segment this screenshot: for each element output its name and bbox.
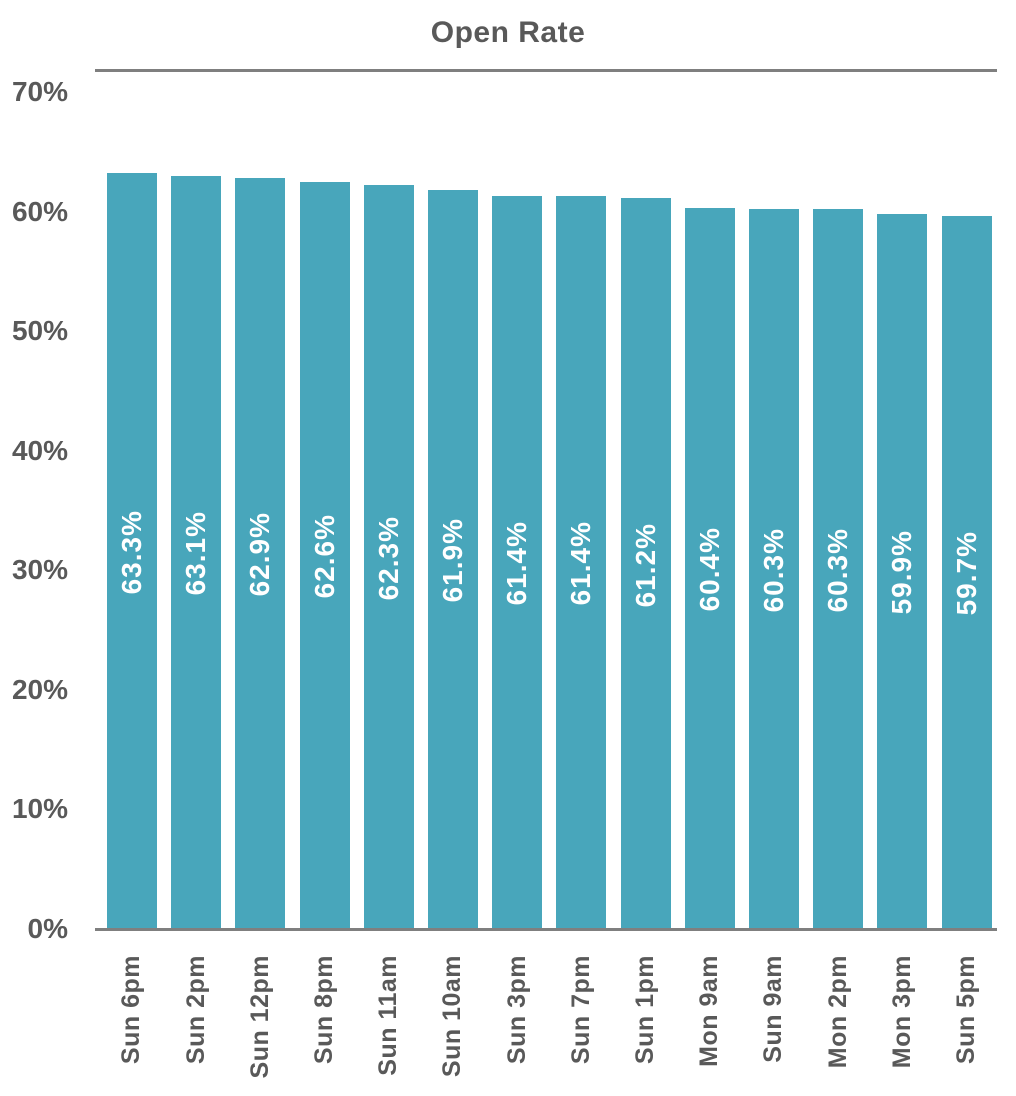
- bar-value-label: 61.2%: [629, 522, 661, 607]
- x-tick-label: Sun 3pm: [502, 955, 531, 1065]
- bar-value-label: 61.9%: [437, 518, 468, 603]
- x-axis-line: [95, 928, 997, 931]
- bar: 60.3%: [813, 209, 864, 931]
- x-tick-label: Sun 10am: [438, 955, 467, 1078]
- bar-value-label: 62.6%: [308, 514, 340, 599]
- y-tick-label: 10%: [11, 793, 68, 824]
- bar: 61.4%: [492, 196, 543, 931]
- x-tick-label: Sun 12pm: [245, 955, 274, 1079]
- bar-value-label: 60.3%: [822, 527, 854, 613]
- x-tick-label: Sun 5pm: [952, 955, 981, 1065]
- bar: 61.9%: [428, 190, 478, 931]
- x-tick-label: Mon 2pm: [823, 955, 852, 1069]
- x-tick-label: Sun 9am: [759, 955, 788, 1063]
- bar-value-label: 61.4%: [501, 521, 533, 606]
- bar: 63.1%: [171, 175, 222, 931]
- bar-value-label: 61.4%: [565, 521, 597, 606]
- y-tick-label: 0%: [27, 912, 68, 944]
- bar-value-label: 63.1%: [180, 511, 212, 596]
- x-tick-label: Sun 6pm: [117, 955, 146, 1065]
- x-tick-label: Mon 3pm: [887, 955, 916, 1069]
- x-tick-label: Sun 8pm: [310, 955, 339, 1065]
- x-tick-label: Sun 2pm: [181, 955, 210, 1065]
- bar-value-label: 59.9%: [886, 530, 918, 615]
- title-separator-line: [95, 69, 997, 72]
- bar: 60.4%: [684, 208, 735, 931]
- bar: 62.6%: [299, 181, 350, 931]
- bar: 63.3%: [107, 173, 157, 931]
- bar-value-label: 63.3%: [116, 509, 147, 595]
- y-tick-label: 30%: [11, 554, 68, 585]
- bar: 60.3%: [749, 209, 799, 931]
- y-tick-label: 50%: [11, 315, 68, 346]
- bar-value-label: 60.3%: [758, 527, 789, 613]
- chart-title: Open Rate: [430, 16, 586, 49]
- y-tick-label: 40%: [11, 434, 68, 466]
- bar-value-label: 62.9%: [244, 512, 276, 597]
- x-tick-label: Sun 7pm: [566, 955, 595, 1065]
- y-tick-label: 60%: [11, 195, 68, 227]
- bar: 59.7%: [941, 216, 992, 931]
- bar: 62.9%: [235, 178, 286, 931]
- bar-value-label: 62.3%: [372, 515, 404, 601]
- x-tick-label: Sun 1pm: [631, 955, 660, 1065]
- bar: 62.3%: [363, 185, 414, 931]
- x-tick-label: Sun 11am: [374, 955, 403, 1076]
- y-tick-label: 70%: [11, 76, 68, 107]
- x-tick-label: Mon 9am: [695, 955, 724, 1067]
- bar-value-label: 60.4%: [693, 527, 725, 612]
- y-tick-label: 20%: [11, 673, 68, 705]
- bar: 59.9%: [877, 213, 928, 931]
- bar: 61.2%: [620, 198, 671, 931]
- bar: 61.4%: [556, 196, 607, 931]
- bar-value-label: 59.7%: [950, 531, 982, 616]
